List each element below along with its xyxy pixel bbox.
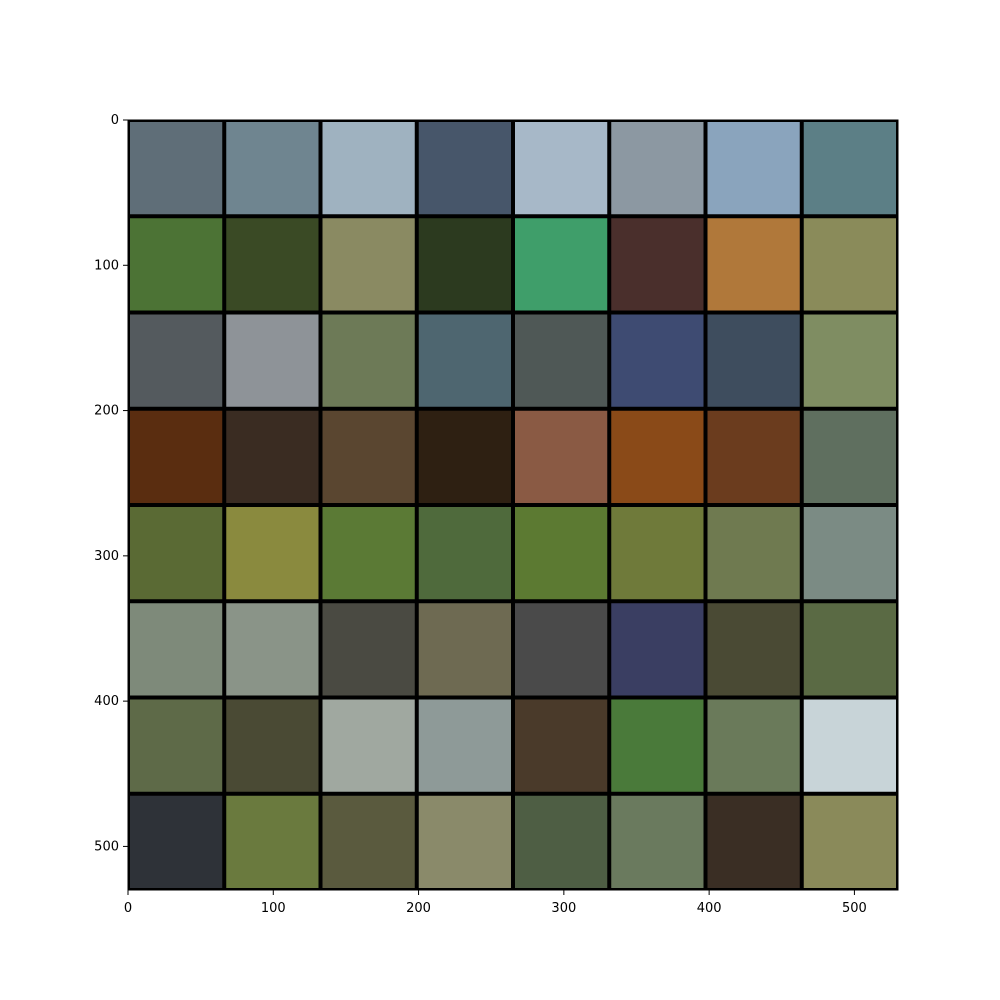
image-tile-r7-c2: [226, 699, 319, 792]
image-tile-r2-c8: [803, 218, 896, 311]
image-tile-r1-c1: [130, 122, 223, 215]
image-tile-r6-c5: [515, 603, 608, 696]
image-tile-r5-c5: [515, 507, 608, 600]
image-tile-r2-c4: [418, 218, 511, 311]
image-tile-r7-c7: [707, 699, 800, 792]
y-tick-label: 300: [94, 549, 119, 564]
image-tile-r2-c7: [707, 218, 800, 311]
image-tile-r5-c7: [707, 507, 800, 600]
image-tile-r5-c6: [611, 507, 704, 600]
image-tile-r7-c6: [611, 699, 704, 792]
image-tile-r4-c2: [226, 410, 319, 503]
image-tile-r4-c5: [515, 410, 608, 503]
image-tile-r3-c5: [515, 314, 608, 407]
image-tile-r4-c6: [611, 410, 704, 503]
image-tile-r8-c5: [515, 795, 608, 888]
image-tiles: [130, 122, 896, 888]
image-tile-r8-c7: [707, 795, 800, 888]
image-tile-r4-c3: [322, 410, 415, 503]
image-tile-r5-c3: [322, 507, 415, 600]
image-tile-r6-c4: [418, 603, 511, 696]
image-tile-r1-c3: [322, 122, 415, 215]
image-tile-r7-c5: [515, 699, 608, 792]
image-tile-r1-c4: [418, 122, 511, 215]
image-tile-r5-c2: [226, 507, 319, 600]
image-tile-r3-c4: [418, 314, 511, 407]
image-tile-r5-c8: [803, 507, 896, 600]
image-tile-r7-c1: [130, 699, 223, 792]
y-tick-label: 500: [94, 839, 119, 854]
image-tile-r1-c5: [515, 122, 608, 215]
image-tile-r6-c2: [226, 603, 319, 696]
image-tile-r5-c4: [418, 507, 511, 600]
image-tile-r3-c1: [130, 314, 223, 407]
image-tile-r4-c1: [130, 410, 223, 503]
image-tile-r4-c8: [803, 410, 896, 503]
image-tile-r7-c8: [803, 699, 896, 792]
y-tick-label: 400: [94, 694, 119, 709]
image-tile-r8-c4: [418, 795, 511, 888]
x-tick-label: 0: [124, 901, 132, 916]
x-tick-label: 400: [697, 901, 722, 916]
image-tile-r3-c8: [803, 314, 896, 407]
image-tile-r2-c3: [322, 218, 415, 311]
image-tile-r6-c6: [611, 603, 704, 696]
y-tick-label: 100: [94, 258, 119, 273]
image-tile-r1-c6: [611, 122, 704, 215]
image-tile-r4-c7: [707, 410, 800, 503]
image-tile-r6-c8: [803, 603, 896, 696]
image-tile-r2-c5: [515, 218, 608, 311]
image-tile-r6-c1: [130, 603, 223, 696]
image-tile-r2-c2: [226, 218, 319, 311]
image-tile-r8-c3: [322, 795, 415, 888]
image-tile-r5-c1: [130, 507, 223, 600]
image-tile-r1-c2: [226, 122, 319, 215]
image-tile-r6-c3: [322, 603, 415, 696]
x-tick-label: 500: [842, 901, 867, 916]
x-tick-label: 200: [406, 901, 431, 916]
image-tile-r1-c7: [707, 122, 800, 215]
image-tile-r3-c7: [707, 314, 800, 407]
image-tile-r7-c4: [418, 699, 511, 792]
image-tile-r2-c1: [130, 218, 223, 311]
image-tile-r2-c6: [611, 218, 704, 311]
image-tile-r8-c2: [226, 795, 319, 888]
x-tick-label: 100: [261, 901, 286, 916]
image-tile-r7-c3: [322, 699, 415, 792]
x-axis: 0 100 200 300 400 500: [124, 890, 867, 916]
image-tile-r3-c2: [226, 314, 319, 407]
image-tile-r8-c1: [130, 795, 223, 888]
y-tick-label: 0: [111, 113, 119, 128]
image-tile-r3-c3: [322, 314, 415, 407]
image-tile-r8-c6: [611, 795, 704, 888]
axes-frame: [127, 119, 899, 891]
image-tile-r8-c8: [803, 795, 896, 888]
y-axis: 0 100 200 300 400 500: [94, 113, 128, 854]
y-tick-label: 200: [94, 404, 119, 419]
x-tick-label: 300: [551, 901, 576, 916]
image-tile-r4-c4: [418, 410, 511, 503]
image-tile-r6-c7: [707, 603, 800, 696]
image-tile-r1-c8: [803, 122, 896, 215]
image-tile-r3-c6: [611, 314, 704, 407]
